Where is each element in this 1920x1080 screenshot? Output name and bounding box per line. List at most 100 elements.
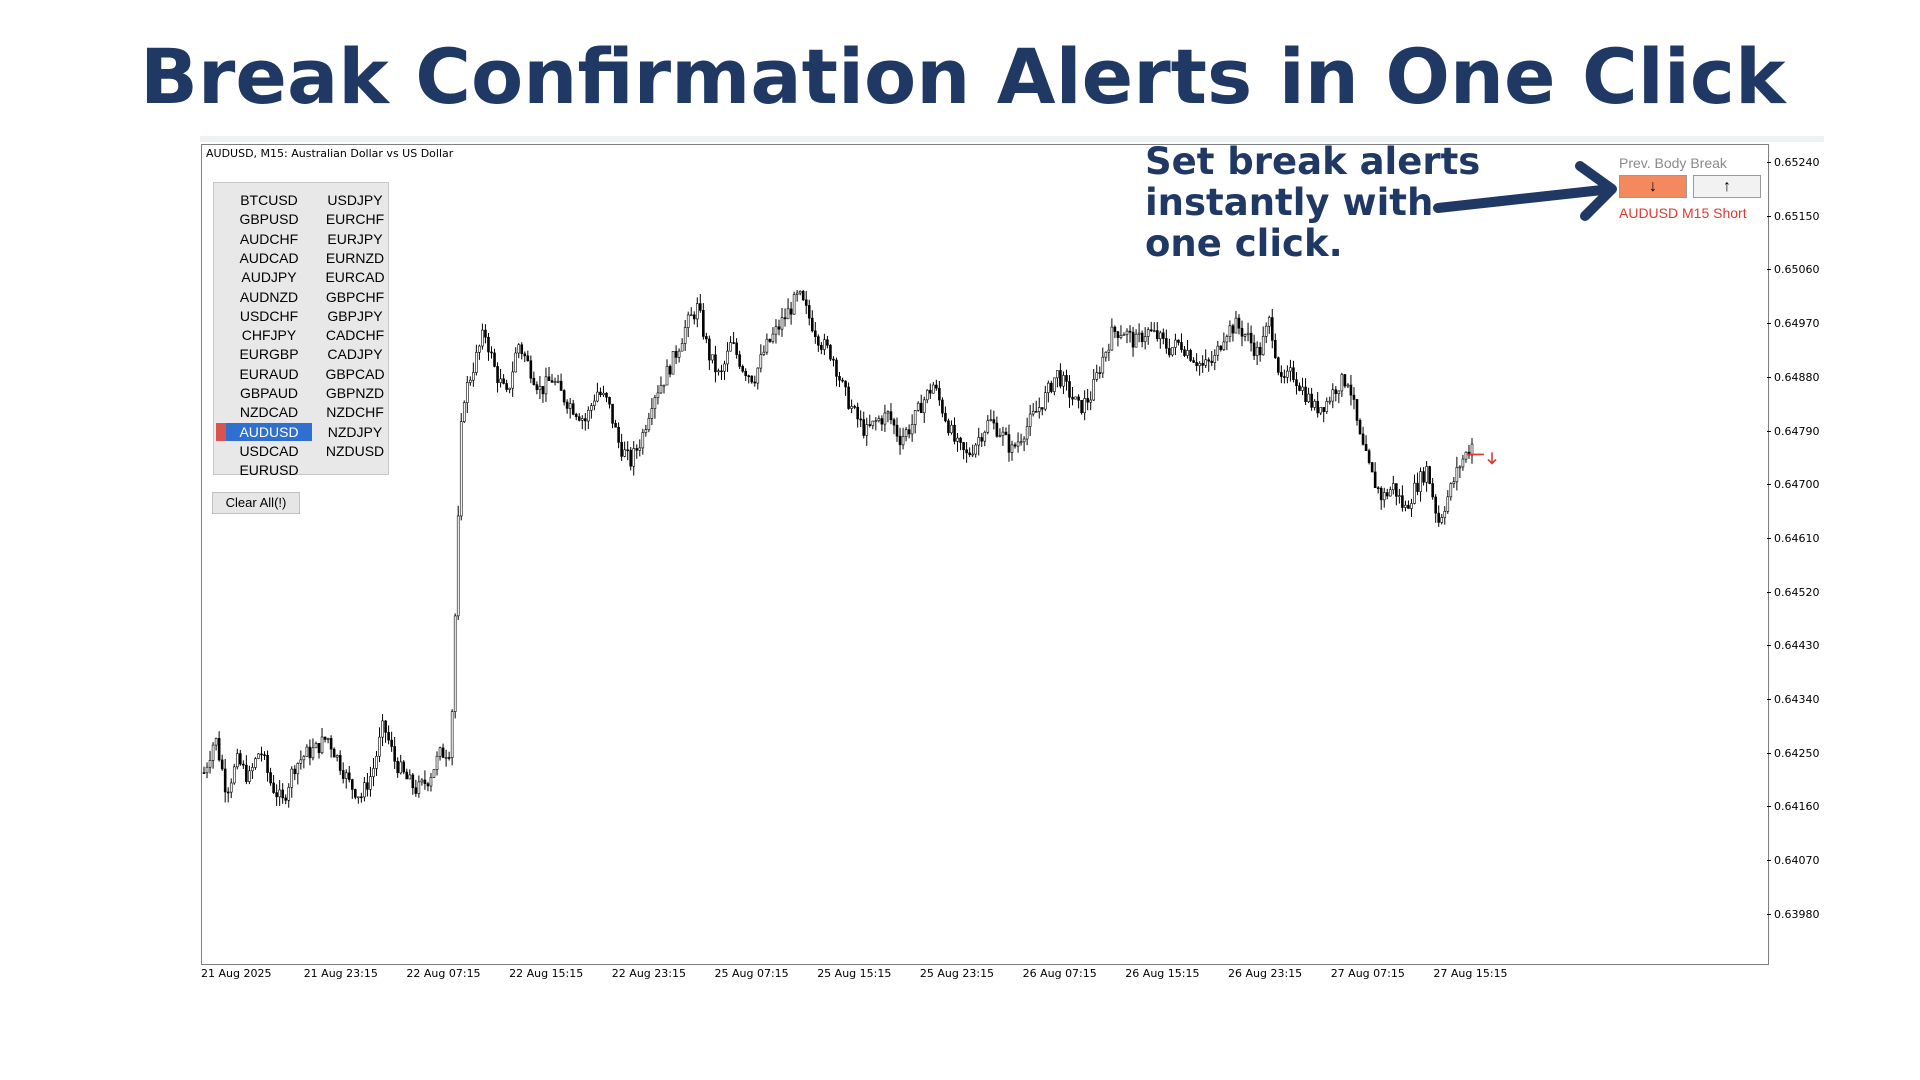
price-candle (1355, 399, 1359, 421)
symbol-item[interactable]: GBPCHF (325, 288, 385, 305)
price-candle (1162, 332, 1165, 339)
price-candle (726, 350, 729, 365)
price-candle (1452, 481, 1456, 485)
symbol-item[interactable]: EURNZD (325, 249, 385, 266)
price-candle (907, 429, 911, 435)
price-candle (689, 314, 693, 317)
symbol-item[interactable]: GBPNZD (325, 385, 385, 401)
price-candle (1219, 345, 1223, 350)
alert-short-button[interactable]: ↓ (1619, 175, 1687, 198)
price-candle (1128, 330, 1132, 333)
price-candle (1155, 330, 1159, 339)
price-candle (214, 738, 218, 746)
price-candle (550, 380, 554, 383)
price-candle (1413, 482, 1416, 504)
price-candle (1065, 375, 1068, 382)
symbol-item[interactable]: CADJPY (327, 346, 383, 363)
price-candle (1146, 329, 1150, 337)
price-candle (223, 768, 227, 793)
price-candle (635, 448, 639, 451)
price-candle (692, 314, 696, 320)
callout-line: one click. (1145, 222, 1343, 265)
price-candle (417, 781, 421, 794)
price-candle (686, 314, 690, 328)
price-candle (886, 411, 890, 414)
symbol-item[interactable]: GBPAUD (239, 385, 299, 401)
symbol-item[interactable]: EURGBP (239, 346, 299, 363)
price-candle (938, 387, 941, 401)
price-candle (1210, 360, 1214, 363)
price-candle (977, 437, 981, 446)
symbol-item[interactable]: GBPCAD (325, 365, 385, 382)
price-candle (1092, 379, 1096, 401)
price-candle (626, 449, 629, 452)
price-candle (992, 419, 996, 424)
price-candle (329, 738, 333, 750)
price-candle (344, 772, 348, 779)
symbol-item[interactable]: AUDCHF (239, 230, 299, 247)
price-candle (599, 391, 602, 396)
price-candle (898, 435, 902, 446)
symbol-item[interactable]: EURJPY (327, 230, 383, 247)
price-candle (284, 797, 288, 801)
symbol-item[interactable]: NZDUSD (325, 442, 385, 459)
price-candle (414, 787, 418, 794)
price-candle (1140, 332, 1144, 343)
price-candle (1313, 400, 1316, 408)
price-candle (568, 403, 572, 409)
price-candle (320, 736, 324, 754)
symbol-item[interactable]: NZDCHF (326, 404, 384, 421)
symbol-item[interactable]: NZDJPY (327, 423, 383, 440)
symbol-item[interactable]: AUDUSD (226, 422, 312, 441)
clear-all-button[interactable]: Clear All(!) (212, 492, 300, 514)
price-candle (1304, 386, 1307, 402)
symbol-item[interactable]: BTCUSD (240, 192, 298, 208)
price-candle (1401, 495, 1404, 508)
price-candle (1016, 441, 1020, 447)
price-candle (532, 377, 536, 385)
symbol-item[interactable]: NZDCAD (239, 404, 299, 421)
symbol-item[interactable]: GBPUSD (239, 211, 299, 228)
price-candle (620, 441, 623, 457)
chart-window[interactable]: AUDUSD, M15: Australian Dollar vs US Dol… (201, 144, 1769, 965)
symbol-item[interactable]: AUDJPY (241, 269, 297, 286)
price-candle (747, 375, 751, 377)
price-candle (1449, 483, 1453, 498)
price-candle (1007, 434, 1011, 453)
price-candle (447, 757, 451, 759)
price-candle (266, 754, 269, 773)
price-candle (723, 363, 726, 372)
price-candle (1246, 332, 1250, 335)
symbol-item[interactable]: USDCHF (239, 307, 299, 324)
symbol-item[interactable]: CHFJPY (241, 327, 297, 344)
price-candle (584, 418, 587, 422)
price-candle (1395, 483, 1398, 497)
price-candle (925, 389, 929, 401)
symbol-item[interactable]: AUDCAD (239, 249, 299, 266)
price-candle (556, 380, 560, 383)
alert-long-button[interactable]: ↑ (1693, 175, 1761, 198)
symbol-item[interactable]: EURCAD (325, 269, 385, 286)
price-candle (1001, 431, 1005, 436)
price-candle (260, 753, 263, 756)
price-candle (1013, 444, 1017, 447)
price-candle (278, 789, 281, 798)
price-tick-label: 0.64070 (1774, 854, 1820, 868)
price-candle (810, 317, 814, 332)
price-tick-label: 0.64790 (1774, 424, 1820, 438)
symbol-item[interactable]: AUDNZD (239, 288, 299, 305)
symbol-item[interactable]: USDJPY (327, 192, 383, 208)
price-candle (1043, 392, 1047, 410)
symbol-item[interactable]: USDCAD (239, 442, 299, 459)
symbol-item[interactable]: EURUSD (239, 462, 299, 479)
symbol-item[interactable]: GBPJPY (327, 307, 383, 324)
price-tick-label: 0.64880 (1774, 370, 1820, 384)
price-candle (720, 370, 723, 373)
price-candle (1165, 338, 1168, 349)
price-candle (916, 402, 920, 411)
symbol-item[interactable]: EURCHF (325, 211, 385, 228)
symbol-item[interactable]: EURAUD (239, 365, 299, 382)
price-candle (1086, 398, 1089, 403)
price-chart[interactable] (202, 145, 1768, 964)
symbol-item[interactable]: CADCHF (325, 327, 385, 344)
